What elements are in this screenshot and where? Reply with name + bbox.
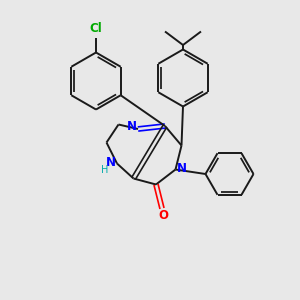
Text: N: N bbox=[127, 119, 137, 133]
Text: H: H bbox=[101, 165, 109, 175]
Text: N: N bbox=[105, 155, 116, 169]
Text: N: N bbox=[177, 161, 187, 175]
Text: O: O bbox=[158, 208, 169, 222]
Text: Cl: Cl bbox=[90, 22, 102, 35]
